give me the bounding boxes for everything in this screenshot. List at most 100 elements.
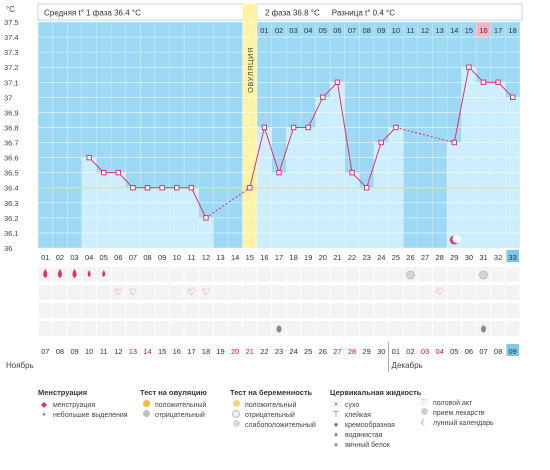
temp-point	[247, 185, 253, 191]
cycle-day-label: 26	[406, 253, 414, 262]
event-cell	[53, 303, 67, 318]
event-cell	[111, 303, 126, 318]
legend-label: положительный	[245, 401, 297, 409]
date-label: 18	[202, 347, 210, 356]
cycle-day-label: 15	[246, 253, 254, 262]
phase2-day-label: 05	[319, 26, 327, 35]
event-cell	[53, 321, 67, 336]
event-cell	[359, 321, 374, 336]
legend-label: половой акт	[433, 399, 473, 407]
date-label: 09	[70, 347, 78, 356]
event-cell	[505, 267, 520, 282]
phase2-day-label: 06	[333, 26, 341, 35]
temp-line-segment	[263, 127, 280, 173]
heart-icon: ♡	[114, 287, 122, 297]
date-label: 02	[406, 347, 414, 356]
sun-icon	[140, 400, 152, 410]
legend-item: ♦ водянистая	[330, 430, 421, 440]
event-cell	[67, 303, 82, 318]
event-cell	[505, 321, 520, 336]
y-tick-label: 37.5	[4, 18, 19, 27]
event-cell	[82, 303, 96, 318]
event-cell	[242, 285, 257, 300]
date-label: 22	[260, 347, 268, 356]
temp-point	[144, 185, 151, 191]
event-cell	[199, 267, 213, 282]
event-cell	[82, 321, 96, 336]
temp-point	[86, 154, 92, 161]
y-tick-label: 36.6	[4, 154, 19, 163]
temp-line-segment	[336, 82, 353, 173]
temp-line-segment	[366, 142, 382, 188]
temp-point	[159, 185, 165, 191]
date-label: 30	[377, 347, 385, 356]
event-cell	[359, 285, 374, 300]
date-label: 28	[348, 347, 356, 356]
date-label: 24	[289, 347, 297, 356]
event-cell	[126, 321, 140, 336]
cycle-day-label: 11	[187, 253, 195, 262]
y-tick-label: 37	[4, 93, 12, 102]
cycle-day-label: 02	[56, 253, 64, 262]
event-cell	[403, 303, 418, 318]
legend-item: ◆ менструация	[38, 400, 128, 410]
temp-point	[378, 139, 384, 146]
event-cell	[374, 267, 389, 282]
legend-label: отрицательный	[245, 411, 295, 419]
event-cell	[418, 303, 432, 318]
phase2-day-label: 02	[275, 26, 283, 35]
temp-point	[115, 169, 122, 176]
cycle-day-label: 13	[216, 253, 224, 262]
event-cell	[199, 285, 213, 300]
temp-point	[509, 94, 516, 101]
medication-icon	[479, 270, 488, 280]
temp-point	[466, 64, 472, 70]
phase2-day-label: 14	[450, 26, 458, 35]
event-cell	[316, 267, 330, 282]
temp-line-dashed	[205, 187, 251, 219]
phase2-text: 2 фаза 36.8 °С Разница t° 0.4 °С	[265, 9, 395, 18]
legend-menstruation: Менструация ◆ менструация ♦ небольшие выде…	[38, 388, 128, 420]
event-cell	[301, 303, 316, 318]
temp-bar	[271, 172, 287, 248]
event-cell	[213, 321, 228, 336]
legend-item: ♡ половой акт	[418, 398, 494, 408]
event-cell	[82, 285, 96, 300]
temp-point	[334, 79, 341, 85]
event-cell	[359, 267, 374, 282]
y-tick-label: 37.4	[4, 33, 19, 42]
legend-label: слабоположительный	[245, 421, 316, 429]
unit-label: °С	[6, 5, 15, 14]
y-tick-label: 37.3	[4, 48, 19, 57]
temp-point	[261, 124, 268, 131]
date-label: 16	[173, 347, 181, 356]
event-cell	[301, 321, 316, 336]
heart-icon: ♡	[420, 398, 428, 407]
pregnancy-positive-icon	[230, 400, 242, 410]
phase2-day-label: 07	[348, 26, 356, 35]
event-cell	[374, 321, 389, 336]
event-cell	[272, 303, 286, 318]
legend-item: слабоположительный	[230, 420, 316, 430]
event-cell	[38, 285, 53, 300]
event-cell	[330, 285, 345, 300]
event-cell	[155, 303, 169, 318]
event-cell	[447, 303, 462, 318]
legend-item: ⊤ клейкая	[330, 410, 421, 420]
event-cell	[286, 285, 301, 300]
event-cell	[447, 285, 462, 300]
date-label: 26	[319, 347, 327, 356]
event-cell	[462, 303, 476, 318]
legend-label: клейкая	[345, 411, 371, 419]
event-cell	[67, 285, 82, 300]
pregnancy-negative-icon	[230, 409, 242, 421]
phase2-day-label: 15	[465, 26, 473, 35]
event-cell	[126, 303, 140, 318]
date-label: 01	[392, 347, 400, 356]
y-tick-label: 36.3	[4, 199, 19, 208]
cycle-day-label: 32	[494, 253, 502, 262]
phase2-day-label: 13	[435, 26, 443, 35]
event-cell	[505, 303, 520, 318]
legend-label: кремообразная	[345, 421, 395, 429]
legend-other: ♡ половой акт прием лекарств ☾ лунный кале…	[418, 398, 494, 428]
